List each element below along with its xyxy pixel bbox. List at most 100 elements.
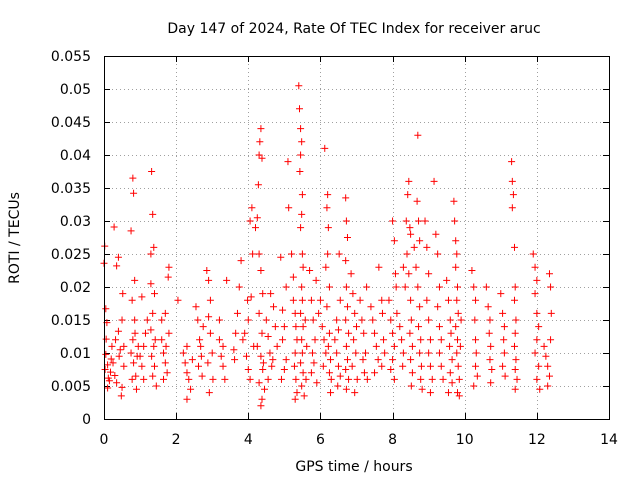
data-point	[512, 316, 520, 324]
data-point	[336, 296, 344, 304]
data-point	[351, 389, 359, 397]
data-point	[333, 349, 341, 357]
data-point	[342, 217, 350, 225]
data-point	[472, 362, 480, 370]
data-point	[109, 359, 117, 367]
data-point	[453, 250, 461, 258]
x-axis-label: GPS time / hours	[295, 459, 412, 475]
data-point	[407, 382, 415, 390]
data-point	[115, 352, 123, 360]
data-point	[297, 151, 305, 159]
data-point	[151, 290, 158, 298]
data-point	[290, 362, 298, 370]
data-point	[163, 369, 171, 377]
data-point	[253, 342, 261, 350]
data-point	[353, 323, 360, 331]
data-point	[149, 210, 157, 218]
data-point	[497, 290, 505, 298]
data-point	[511, 329, 519, 337]
data-point	[342, 366, 350, 373]
data-point	[128, 296, 136, 304]
data-point	[112, 336, 120, 344]
data-point	[101, 366, 109, 373]
data-point	[434, 303, 442, 311]
data-point	[349, 290, 357, 298]
data-point	[531, 290, 539, 298]
plot-frame	[104, 56, 610, 420]
data-point	[298, 283, 306, 291]
data-point	[131, 276, 139, 284]
data-point	[425, 270, 433, 278]
data-point	[413, 197, 421, 205]
data-point	[387, 366, 395, 373]
data-point	[298, 349, 306, 357]
data-points	[100, 82, 555, 410]
data-point	[345, 375, 353, 383]
data-point	[127, 227, 135, 235]
data-point	[320, 336, 328, 344]
data-point	[247, 293, 255, 301]
data-point	[435, 349, 443, 357]
data-point	[203, 267, 211, 274]
data-point	[452, 263, 460, 271]
y-tick-label: 0.03	[60, 214, 91, 230]
data-point	[258, 395, 266, 403]
data-point	[403, 250, 411, 258]
data-point	[454, 283, 461, 291]
data-point	[149, 309, 157, 317]
data-point	[279, 336, 287, 344]
data-point	[407, 316, 415, 324]
data-point	[219, 362, 227, 370]
data-point	[416, 303, 424, 311]
data-point	[389, 217, 397, 225]
data-point	[259, 366, 267, 373]
data-point	[152, 382, 160, 390]
data-point	[404, 191, 412, 199]
data-point	[510, 243, 518, 251]
data-point	[321, 144, 329, 152]
data-point	[205, 276, 213, 284]
data-point	[277, 375, 285, 383]
data-point	[319, 362, 327, 370]
data-point	[452, 237, 460, 245]
data-point	[104, 361, 112, 369]
data-point	[252, 224, 259, 232]
data-point	[488, 366, 496, 373]
data-point	[165, 329, 173, 337]
data-point	[359, 356, 367, 364]
data-point	[486, 356, 494, 364]
data-point	[323, 303, 331, 311]
data-point	[360, 369, 368, 377]
data-point	[259, 290, 267, 298]
data-point	[102, 305, 110, 313]
data-point	[270, 303, 278, 311]
data-point	[174, 296, 182, 304]
data-point	[325, 329, 333, 337]
data-point	[327, 375, 335, 383]
data-point	[378, 309, 386, 317]
data-point	[342, 385, 350, 393]
y-tick-label: 0.015	[51, 313, 91, 329]
x-tick-labels: 0 2 4 6 8 10 12 14	[100, 432, 618, 448]
data-point	[282, 356, 290, 364]
data-point	[324, 224, 332, 232]
data-point	[407, 356, 415, 364]
data-point	[258, 329, 266, 337]
data-point	[360, 329, 368, 337]
y-tick-label: 0.04	[60, 148, 91, 164]
data-point	[315, 309, 323, 317]
data-point	[161, 359, 169, 367]
data-point	[248, 204, 256, 212]
data-point	[111, 371, 119, 379]
data-point	[261, 385, 269, 393]
data-point	[257, 267, 265, 274]
data-point	[322, 349, 330, 357]
data-point	[188, 356, 196, 364]
data-point	[209, 375, 217, 383]
data-point	[437, 336, 445, 344]
data-point	[192, 303, 200, 311]
x-tick-label: 14	[600, 432, 618, 448]
data-point	[487, 342, 495, 350]
data-point	[120, 362, 128, 370]
data-point	[162, 342, 170, 350]
